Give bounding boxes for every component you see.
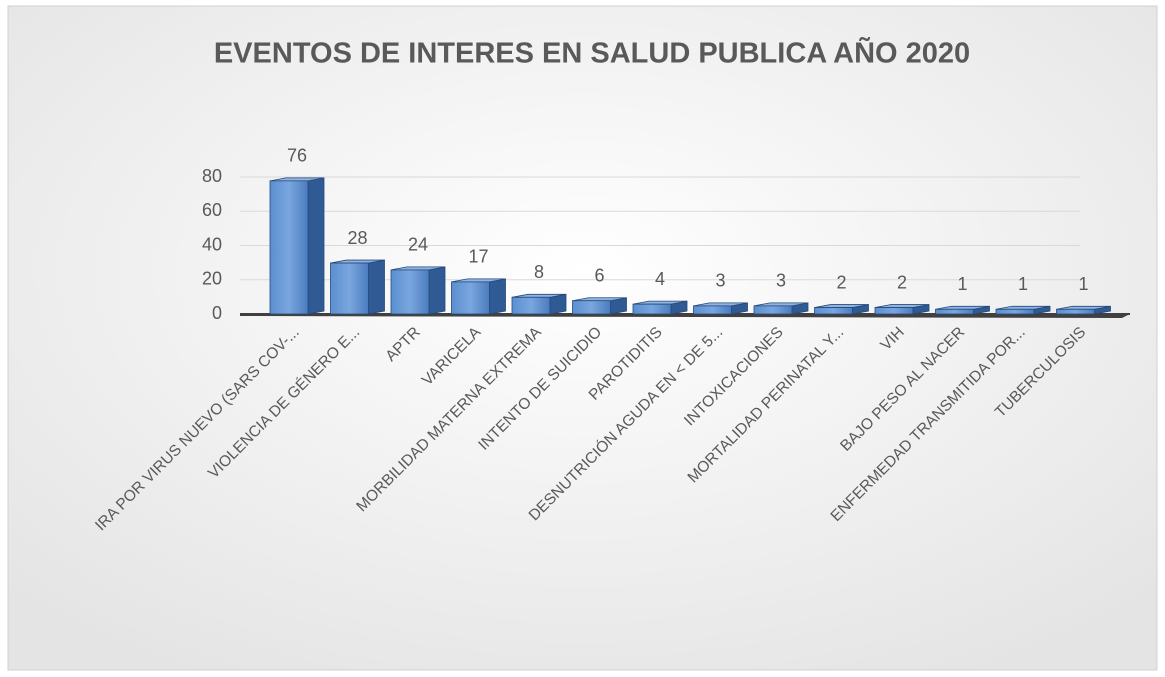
bar	[330, 262, 369, 315]
y-tick-label: 20	[202, 269, 222, 289]
bar	[814, 307, 853, 315]
data-label: 2	[897, 272, 907, 292]
data-label: 1	[1078, 274, 1088, 294]
bar-group	[935, 305, 990, 315]
data-label: 6	[594, 265, 604, 285]
bar	[511, 296, 551, 315]
y-tick-label: 80	[202, 166, 222, 186]
bar-side	[428, 266, 446, 315]
bar	[572, 300, 611, 315]
data-label: 24	[408, 235, 428, 255]
bar-side	[307, 177, 325, 315]
y-tick-label: 40	[202, 234, 222, 254]
data-label: 8	[534, 262, 544, 282]
bar-group	[511, 293, 567, 315]
y-tick-label: 0	[212, 303, 222, 323]
bar-group	[814, 304, 869, 315]
data-label: 28	[347, 228, 367, 248]
bar-group	[572, 297, 627, 315]
data-label: 1	[957, 274, 967, 294]
bar-side	[368, 259, 385, 315]
bar-group	[451, 278, 506, 315]
bar	[390, 269, 430, 315]
bar	[1056, 308, 1095, 315]
bar	[693, 305, 732, 315]
bar-group	[753, 302, 809, 315]
data-label: 76	[287, 146, 307, 166]
bar-group	[269, 177, 325, 315]
bar	[451, 281, 490, 315]
bar	[995, 308, 1035, 315]
chart-area	[7, 5, 1158, 671]
bar	[632, 303, 672, 315]
bar-group	[874, 304, 930, 315]
data-label: 1	[1018, 274, 1028, 294]
data-label: 4	[655, 269, 665, 289]
y-tick-label: 60	[202, 200, 222, 220]
data-label: 17	[468, 247, 488, 267]
bar-group	[330, 259, 385, 315]
data-label: 3	[776, 271, 786, 291]
bar-side	[489, 278, 506, 315]
bar-group	[693, 302, 748, 315]
bar-group	[1056, 305, 1111, 315]
bar-group	[995, 305, 1051, 315]
bar	[269, 180, 309, 315]
bar-group	[632, 300, 688, 315]
data-label: 2	[836, 272, 846, 292]
bar	[935, 308, 974, 315]
bar	[874, 307, 914, 315]
bar-group	[390, 266, 446, 315]
chart-title: EVENTOS DE INTERES EN SALUD PUBLICA AÑO …	[214, 36, 970, 70]
bar	[753, 305, 793, 315]
data-label: 3	[715, 271, 725, 291]
